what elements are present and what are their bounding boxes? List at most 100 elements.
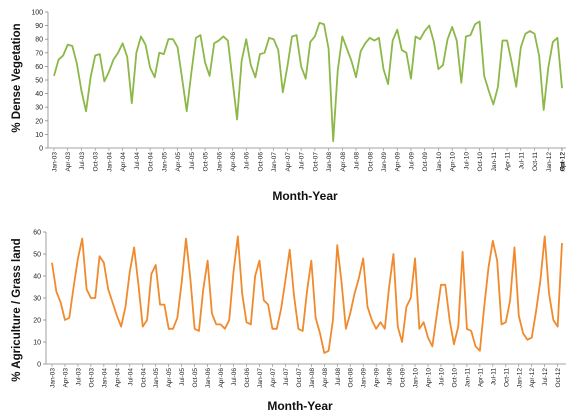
y-tick-label: 50: [33, 252, 41, 259]
y-tick-label: 10: [33, 340, 41, 347]
x-tick-label: Jul-06: [244, 152, 251, 170]
x-tick-label: Oct-04: [140, 368, 147, 388]
x-tick-label: Jan-12: [516, 368, 523, 388]
x-tick-label: Jan-04: [101, 368, 108, 388]
x-tick-label: Oct-11: [532, 152, 539, 171]
x-tick-label: Apr-03: [62, 368, 69, 388]
x-tick-label: Jan-12: [546, 152, 553, 172]
y-tick-label: 90: [35, 23, 43, 30]
x-tick-label: Oct-07: [296, 368, 303, 388]
x-axis-label-bottom: Month-Year: [267, 399, 333, 413]
x-tick-label: Apr-03: [65, 152, 72, 172]
x-tick-label: Oct-03: [93, 152, 100, 172]
x-tick-label: Apr-10: [426, 368, 433, 388]
x-tick-label: Oct-10: [451, 368, 458, 388]
x-tick-label: Jan-05: [153, 368, 160, 388]
x-tick-label: Jan-03: [52, 152, 59, 172]
series-line: [51, 235, 563, 354]
x-tick-label: Jul-04: [127, 368, 134, 386]
x-tick-label: Jan-11: [491, 152, 498, 172]
x-tick-label: Jan-05: [161, 152, 168, 172]
x-tick-label: Jul-08: [335, 368, 342, 386]
y-tick-label: 80: [35, 37, 43, 44]
x-tick-label: Apr-06: [230, 152, 237, 172]
x-tick-label: Oct-12: [560, 152, 567, 172]
x-tick-label: Jan-11: [464, 368, 471, 388]
y-tick-label: 30: [35, 105, 43, 112]
y-tick-label: 20: [33, 318, 41, 325]
x-tick-label: Jan-09: [381, 152, 388, 172]
x-tick-label: Apr-10: [450, 152, 457, 172]
x-tick-label: Jul-09: [408, 152, 415, 170]
y-tick-label: 60: [35, 64, 43, 71]
x-tick-label: Apr-07: [270, 368, 277, 388]
x-tick-label: Apr-11: [505, 152, 512, 171]
y-tick-label: 0: [37, 362, 41, 369]
x-tick-label: Jul-05: [189, 152, 196, 170]
x-tick-label: Jan-08: [326, 152, 333, 172]
x-tick-label: Jan-03: [50, 368, 57, 388]
y-tick-label: 20: [35, 118, 43, 125]
x-tick-label: Jul-11: [518, 152, 525, 170]
x-tick-label: Apr-04: [114, 368, 121, 388]
agriculture-grassland-chart: % Agriculture / Grass land Month-Year 0 1…: [11, 230, 566, 413]
y-tick-label: 70: [35, 50, 43, 57]
y-axis-label-dense-vegetation: % Dense Vegetation: [11, 23, 23, 132]
x-tick-label: Apr-12: [560, 152, 567, 172]
x-tick-label: Jul-11: [490, 368, 497, 386]
x-tick-label: Jul-03: [79, 152, 86, 170]
x-tick-label: Jul-12: [560, 152, 567, 170]
x-tick-label: Apr-05: [166, 368, 173, 388]
x-tick-label: Jul-10: [463, 152, 470, 170]
x-tick-label: Oct-12: [555, 368, 562, 388]
x-tick-label: Jul-07: [299, 152, 306, 170]
x-tick-label: Apr-06: [218, 368, 225, 388]
x-tick-label: Jul-08: [354, 152, 361, 170]
x-tick-label: Jul-06: [231, 368, 238, 386]
x-tick-label: Jan-07: [271, 152, 278, 172]
x-tick-label: Oct-08: [367, 152, 374, 172]
x-tick-label: Apr-08: [322, 368, 329, 388]
x-tick-label: Jul-12: [542, 368, 549, 386]
y-tick-label: 40: [35, 91, 43, 98]
x-tick-label: Apr-09: [374, 368, 381, 388]
x-tick-label: Jul-10: [438, 368, 445, 386]
x-tick-label: Jan-09: [361, 368, 368, 388]
y-tick-label: 50: [35, 78, 43, 85]
x-tick-label: Jan-06: [216, 152, 223, 172]
x-tick-label: Jan-06: [205, 368, 212, 388]
y-tick-label: 10: [35, 132, 43, 139]
x-tick-label: Apr-12: [529, 368, 536, 388]
x-tick-label: Oct-09: [422, 152, 429, 172]
x-tick-label: Oct-04: [148, 152, 155, 172]
x-tick-label: Jul-07: [283, 368, 290, 386]
x-tick-label: Apr-08: [340, 152, 347, 172]
x-tick-label: Oct-06: [244, 368, 251, 388]
y-tick-label: 30: [33, 296, 41, 303]
x-tick-label: Oct-06: [257, 152, 264, 172]
y-tick-label: 100: [31, 10, 43, 17]
x-tick-label: Jan-10: [436, 152, 443, 172]
x-tick-label: Apr-07: [285, 152, 292, 172]
x-tick-label: Jul-09: [387, 368, 394, 386]
x-tick-label: Apr-09: [395, 152, 402, 172]
x-tick-label: Jan-07: [257, 368, 264, 388]
series-line: [53, 20, 563, 143]
x-tick-label: Oct-09: [400, 368, 407, 388]
y-tick-label: 0: [39, 146, 43, 153]
x-tick-label: Oct-05: [192, 368, 199, 388]
x-tick-label: Oct-11: [503, 368, 510, 387]
x-tick-label: Jan-04: [106, 152, 113, 172]
x-tick-label: Jan-08: [309, 368, 316, 388]
x-tick-label: Jul-05: [179, 368, 186, 386]
x-tick-label: Apr-05: [175, 152, 182, 172]
x-tick-label: Oct-07: [312, 152, 319, 172]
y-tick-label: 60: [33, 230, 41, 237]
x-tick-label: Oct-10: [477, 152, 484, 172]
x-tick-label: Jul-03: [75, 368, 82, 386]
x-axis-label-top: Month-Year: [272, 189, 338, 203]
dense-vegetation-chart: % Dense Vegetation Month-Year 0 10 20 30 40 5…: [11, 10, 567, 204]
x-tick-label: Oct-08: [348, 368, 355, 388]
x-tick-label: Jan-10: [413, 368, 420, 388]
